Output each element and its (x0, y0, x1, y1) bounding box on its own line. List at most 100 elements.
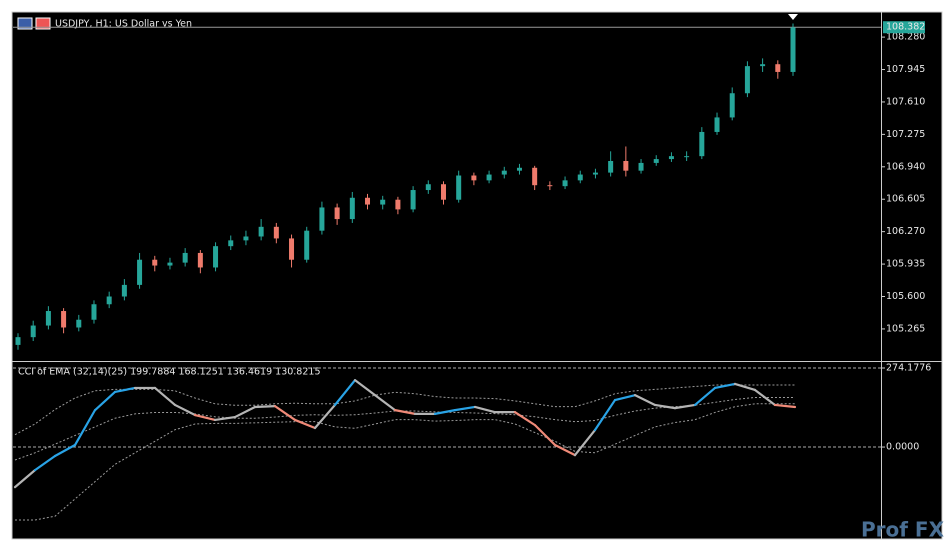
cci-segment (513, 411, 537, 427)
y-tick-label: 108.280 (886, 32, 925, 43)
cci-segment (93, 390, 117, 412)
flag-icon (17, 17, 33, 30)
candle-body (532, 167, 538, 186)
cci-segment (73, 409, 97, 447)
cci-segment (293, 418, 317, 430)
candle-body (273, 226, 279, 239)
cci-segment (213, 415, 237, 422)
cci-segment (593, 398, 617, 432)
candle-body (577, 174, 583, 181)
candle-body (668, 156, 674, 160)
candle-body (182, 252, 188, 263)
candle-body (213, 246, 219, 268)
candle-body (152, 259, 158, 266)
candle-body (592, 172, 598, 175)
candle-body (790, 27, 796, 72)
candle-body (638, 162, 644, 171)
candle-body (547, 185, 553, 187)
flag-icon (35, 17, 51, 30)
cci-segment (313, 403, 337, 430)
candle-body (137, 259, 143, 285)
y-tick-label: 106.940 (886, 161, 925, 172)
band-line (14, 384, 795, 436)
y-tick-label: 106.270 (886, 226, 925, 237)
candle-body (365, 197, 371, 205)
cci-segment (333, 379, 357, 407)
cci-segment (453, 405, 477, 412)
cci-segment (693, 386, 717, 407)
cci-segment (473, 405, 497, 414)
cci-segment (433, 409, 457, 415)
candle-body (440, 184, 446, 200)
candle-body (15, 337, 21, 345)
candle-body (258, 226, 264, 237)
candle-body (243, 236, 249, 241)
candle-body (471, 175, 477, 181)
candle-body (516, 167, 522, 171)
candle-body (319, 207, 325, 231)
y-tick-label: 105.600 (886, 291, 925, 302)
candle-body (380, 199, 386, 205)
candle-body (684, 156, 690, 158)
candle-body (410, 190, 416, 210)
candle-body (623, 160, 629, 171)
candle-body (106, 296, 112, 305)
y-tick-label: 105.935 (886, 259, 925, 270)
cci-segment (553, 443, 577, 457)
candle-body (304, 230, 310, 260)
candle-body (608, 160, 614, 173)
y-tick-label: 105.265 (886, 323, 925, 334)
cci-segment (533, 424, 557, 447)
cci-segment (393, 409, 417, 415)
cci-segment (273, 405, 297, 422)
candle-body (76, 319, 82, 328)
cci-segment (353, 379, 377, 397)
candle-body (349, 197, 355, 220)
cci-segment (53, 443, 77, 458)
cci-segment (33, 454, 57, 472)
candle-body (334, 207, 340, 220)
candle-body (486, 174, 492, 181)
cci-segment (733, 382, 757, 392)
y-tick-label: 107.275 (886, 129, 925, 140)
candle-body (91, 304, 97, 320)
last-price-box (883, 21, 925, 34)
chart-background (11, 11, 943, 540)
candle-body (167, 262, 173, 266)
candle-body (45, 311, 51, 326)
y-tick-label: 107.945 (886, 64, 925, 75)
cci-segment (173, 403, 197, 417)
last-price-label: 108.382 (886, 22, 925, 33)
candle-body (61, 311, 67, 328)
candle-body (760, 64, 766, 67)
candle-body (653, 159, 659, 163)
cci-segment (13, 469, 37, 489)
candle-body (395, 199, 401, 210)
candle-body (562, 180, 568, 187)
shift-marker (788, 14, 798, 20)
candle-body (228, 240, 234, 247)
y-tick-label: 0.0000 (886, 442, 919, 453)
watermark: Prof FX (861, 518, 945, 542)
cci-segment (233, 405, 257, 419)
cci-segment (613, 394, 637, 402)
candle-body (121, 284, 127, 297)
candle-body (775, 64, 781, 72)
candle-body (729, 93, 735, 118)
candle-body (744, 66, 750, 94)
y-tick-label: 106.605 (886, 194, 925, 205)
candle-body (30, 325, 36, 338)
cci-segment (753, 388, 777, 407)
cci-segment (373, 394, 397, 412)
candle-body (425, 184, 431, 191)
cci-segment (573, 428, 597, 457)
candle-body (197, 252, 203, 268)
cci-segment (653, 403, 677, 410)
cci-segment (633, 394, 657, 407)
y-tick-label: 274.1776 (886, 362, 931, 373)
cci-segment (193, 413, 217, 422)
candle-body (501, 170, 507, 175)
cci-segment (713, 382, 737, 390)
